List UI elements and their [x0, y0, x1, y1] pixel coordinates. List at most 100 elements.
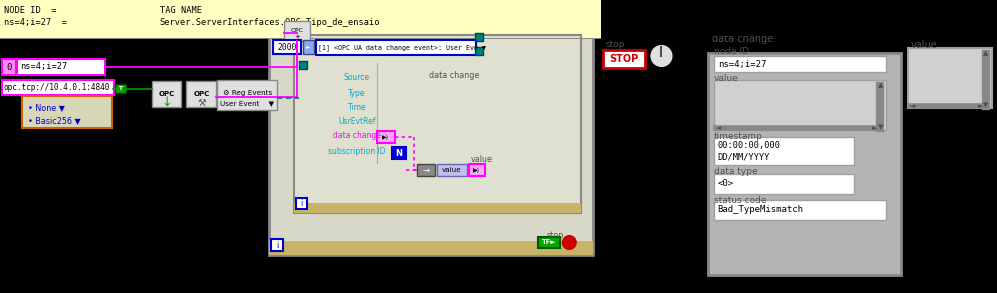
Text: ►: ► [978, 103, 983, 109]
FancyBboxPatch shape [0, 0, 601, 38]
Text: status code: status code [714, 196, 767, 205]
Text: value: value [714, 74, 739, 83]
Text: stop: stop [605, 40, 625, 49]
Text: • None ▼: • None ▼ [28, 103, 65, 112]
Text: ▶⟩: ▶⟩ [473, 167, 481, 173]
Text: ▶⟩: ▶⟩ [382, 134, 390, 140]
FancyBboxPatch shape [217, 80, 277, 110]
Text: stop: stop [546, 231, 563, 239]
FancyBboxPatch shape [17, 59, 105, 75]
FancyBboxPatch shape [714, 80, 886, 130]
Text: 0: 0 [676, 51, 683, 61]
Text: ns=4;i=27  =: ns=4;i=27 = [4, 18, 67, 27]
FancyBboxPatch shape [392, 147, 406, 159]
FancyBboxPatch shape [269, 241, 593, 255]
FancyBboxPatch shape [271, 239, 283, 251]
Text: ►: ► [306, 45, 311, 50]
Text: i: i [300, 199, 303, 208]
FancyBboxPatch shape [714, 200, 886, 220]
Text: i: i [276, 241, 278, 250]
Text: timestamp: timestamp [714, 132, 763, 141]
FancyBboxPatch shape [284, 21, 310, 41]
Text: N: N [395, 149, 403, 158]
Text: User Event    ▼: User Event ▼ [220, 100, 274, 106]
Text: STOP: STOP [610, 54, 639, 64]
Text: ◄: ◄ [909, 103, 915, 109]
Text: ns=4;i=27: ns=4;i=27 [20, 62, 67, 71]
Text: Source: Source [344, 74, 370, 83]
Text: OPC: OPC [193, 91, 209, 97]
Text: Time: Time [348, 103, 366, 112]
FancyBboxPatch shape [303, 40, 314, 54]
Text: ↓: ↓ [162, 96, 171, 110]
Text: data change: data change [429, 71, 480, 79]
FancyBboxPatch shape [294, 35, 581, 213]
FancyBboxPatch shape [377, 131, 395, 143]
FancyBboxPatch shape [907, 48, 992, 108]
FancyBboxPatch shape [294, 203, 581, 213]
Text: ⚙ Reg Events: ⚙ Reg Events [222, 90, 272, 96]
Text: data change: data change [712, 34, 773, 44]
Text: NODE ID  =: NODE ID = [4, 6, 57, 15]
Text: ◄: ◄ [716, 125, 721, 131]
Text: Type: Type [348, 88, 366, 98]
Text: T: T [118, 86, 123, 91]
FancyBboxPatch shape [469, 164, 485, 176]
FancyBboxPatch shape [475, 47, 483, 55]
Text: value: value [910, 40, 937, 50]
Text: ▼: ▼ [877, 124, 883, 130]
FancyBboxPatch shape [2, 59, 16, 75]
FancyBboxPatch shape [186, 81, 216, 107]
Text: ►: ► [872, 125, 877, 131]
FancyBboxPatch shape [2, 80, 114, 95]
Text: opc.tcp://10.4.0.1:4840: opc.tcp://10.4.0.1:4840 [4, 83, 111, 92]
FancyBboxPatch shape [417, 164, 435, 176]
Text: 00:00:00,000
DD/MM/YYYY: 00:00:00,000 DD/MM/YYYY [718, 141, 781, 161]
Text: ▼: ▼ [983, 102, 989, 108]
FancyBboxPatch shape [152, 81, 181, 107]
Text: value: value [442, 167, 462, 173]
Text: OPC: OPC [159, 91, 174, 97]
Text: ns=4;i=27: ns=4;i=27 [718, 59, 766, 69]
Text: • Basic256 ▼: • Basic256 ▼ [28, 116, 81, 125]
FancyBboxPatch shape [714, 56, 886, 72]
FancyBboxPatch shape [299, 61, 307, 69]
Text: →: → [422, 166, 430, 175]
Text: Bad_TypeMismatch: Bad_TypeMismatch [718, 205, 804, 214]
Text: +: + [294, 34, 300, 40]
Circle shape [651, 46, 672, 66]
Text: node ID: node ID [714, 47, 749, 56]
FancyBboxPatch shape [437, 164, 467, 176]
Text: UsrEvtRef: UsrEvtRef [338, 117, 376, 127]
FancyBboxPatch shape [475, 33, 483, 41]
Text: <0>: <0> [718, 180, 734, 188]
Text: value: value [471, 156, 493, 164]
FancyBboxPatch shape [603, 50, 645, 68]
FancyBboxPatch shape [601, 0, 997, 36]
Text: OPC: OPC [290, 28, 304, 33]
FancyBboxPatch shape [708, 53, 900, 275]
Text: Server.ServerInterfaces.OPC.Tipo_de_ensaio: Server.ServerInterfaces.OPC.Tipo_de_ensa… [160, 18, 380, 27]
Circle shape [562, 236, 575, 249]
FancyBboxPatch shape [22, 96, 112, 128]
FancyBboxPatch shape [115, 84, 126, 93]
Text: 0: 0 [6, 62, 12, 71]
Text: ▲: ▲ [983, 50, 989, 56]
FancyBboxPatch shape [538, 237, 560, 248]
Text: ⚒: ⚒ [197, 98, 205, 108]
Text: TF►: TF► [542, 239, 556, 246]
FancyBboxPatch shape [601, 277, 997, 293]
Text: TAG NAME: TAG NAME [160, 6, 201, 15]
Text: 2000: 2000 [277, 42, 297, 52]
FancyBboxPatch shape [273, 40, 301, 54]
Text: data type: data type [714, 167, 758, 176]
Text: ▲: ▲ [877, 82, 883, 88]
FancyBboxPatch shape [714, 174, 854, 194]
Text: subscription ID: subscription ID [328, 146, 386, 156]
FancyBboxPatch shape [714, 137, 854, 165]
Text: [1] <OPC UA data change event>: User Eve ▼: [1] <OPC UA data change event>: User Eve… [318, 44, 487, 51]
Text: data change: data change [333, 132, 381, 141]
FancyBboxPatch shape [296, 198, 307, 209]
FancyBboxPatch shape [269, 33, 593, 255]
FancyBboxPatch shape [316, 40, 476, 55]
